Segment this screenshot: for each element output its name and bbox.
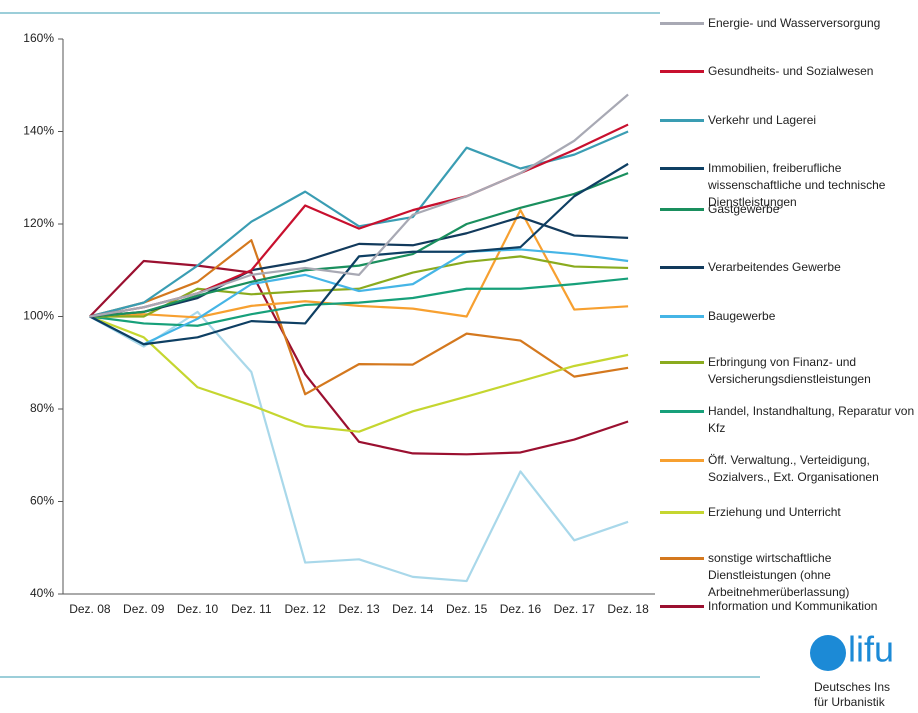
legend-label: Gastgewerbe <box>708 202 780 216</box>
y-tick-label: 100% <box>23 309 54 323</box>
y-tick-label: 80% <box>30 401 54 415</box>
series-line <box>89 130 629 318</box>
legend-swatch <box>660 70 704 73</box>
series-line <box>89 239 629 396</box>
series-line <box>89 277 629 327</box>
series-line <box>89 259 629 456</box>
legend-swatch <box>660 22 704 25</box>
legend-label: Erbringung von Finanz- und Versicherungs… <box>708 355 871 386</box>
legend-swatch <box>660 167 704 170</box>
series-line <box>89 209 629 319</box>
x-tick-label: Dez. 18 <box>607 602 649 616</box>
legend-item: Information und Kommunikation <box>660 598 915 615</box>
legend-item: Gesundheits- und Sozialwesen <box>660 63 915 80</box>
x-tick-label: Dez. 08 <box>69 602 111 616</box>
logo-line: Deutsches Ins <box>814 680 891 694</box>
legend-item: Öff. Verwaltung., Verteidigung, Sozialve… <box>660 452 915 486</box>
legend-label: Immobilien, freiberufliche wissenschaftl… <box>708 161 886 209</box>
legend-item: Verkehr und Lagerei <box>660 112 915 129</box>
legend-swatch <box>660 361 704 364</box>
y-tick-label: 120% <box>23 216 54 230</box>
legend-label: Handel, Instandhaltung, Reparatur von Kf… <box>708 404 915 435</box>
legend-item: Handel, Instandhaltung, Reparatur von Kf… <box>660 403 915 437</box>
y-tick-label: 140% <box>23 124 54 138</box>
x-tick-label: Dez. 13 <box>338 602 380 616</box>
legend-label: sonstige wirtschaftliche Dienstleistunge… <box>708 551 850 599</box>
logo-mark: lifu <box>848 629 894 670</box>
legend-item: Gastgewerbe <box>660 201 915 218</box>
legend-item: Immobilien, freiberufliche wissenschaftl… <box>660 160 915 211</box>
series-line <box>89 172 629 318</box>
legend-item: Erziehung und Unterricht <box>660 504 915 521</box>
legend-label: Gesundheits- und Sozialwesen <box>708 64 874 78</box>
x-tick-label: Dez. 17 <box>554 602 596 616</box>
logo-line: für Urbanistik <box>814 695 885 709</box>
legend-swatch <box>660 511 704 514</box>
legend-swatch <box>660 208 704 211</box>
series-line <box>89 315 629 433</box>
legend-label: Baugewerbe <box>708 309 776 323</box>
series-line <box>89 248 629 346</box>
legend-label: Information und Kommunikation <box>708 599 878 613</box>
legend-swatch <box>660 557 704 560</box>
legend-item: sonstige wirtschaftliche Dienstleistunge… <box>660 550 915 601</box>
legend-swatch <box>660 459 704 462</box>
series-line <box>89 162 629 346</box>
x-tick-label: Dez. 14 <box>392 602 434 616</box>
x-tick-label: Dez. 09 <box>123 602 165 616</box>
x-tick-label: Dez. 11 <box>231 602 272 616</box>
legend-item: Energie- und Wasserversorgung <box>660 15 915 32</box>
series-line <box>89 93 629 318</box>
x-tick-label: Dez. 15 <box>446 602 488 616</box>
x-tick-label: Dez. 10 <box>177 602 219 616</box>
legend-swatch <box>660 605 704 608</box>
x-tick-label: Dez. 12 <box>285 602 327 616</box>
legend-label: Verkehr und Lagerei <box>708 113 817 127</box>
series-line <box>89 310 629 583</box>
legend-label: Öff. Verwaltung., Verteidigung, Sozialve… <box>708 453 879 484</box>
y-tick-label: 40% <box>30 586 54 600</box>
legend-swatch <box>660 315 704 318</box>
legend-item: Verarbeitendes Gewerbe <box>660 259 915 276</box>
legend-swatch <box>660 410 704 413</box>
x-tick-label: Dez. 16 <box>500 602 542 616</box>
legend-swatch <box>660 119 704 122</box>
series-line <box>89 215 629 318</box>
logo-dot <box>810 635 846 671</box>
y-tick-label: 160% <box>23 31 54 45</box>
legend-label: Erziehung und Unterricht <box>708 505 841 519</box>
legend-swatch <box>660 266 704 269</box>
legend-item: Erbringung von Finanz- und Versicherungs… <box>660 354 915 388</box>
y-tick-label: 60% <box>30 494 54 508</box>
legend-item: Baugewerbe <box>660 308 915 325</box>
legend-label: Energie- und Wasserversorgung <box>708 16 881 30</box>
legend-label: Verarbeitendes Gewerbe <box>708 260 841 274</box>
